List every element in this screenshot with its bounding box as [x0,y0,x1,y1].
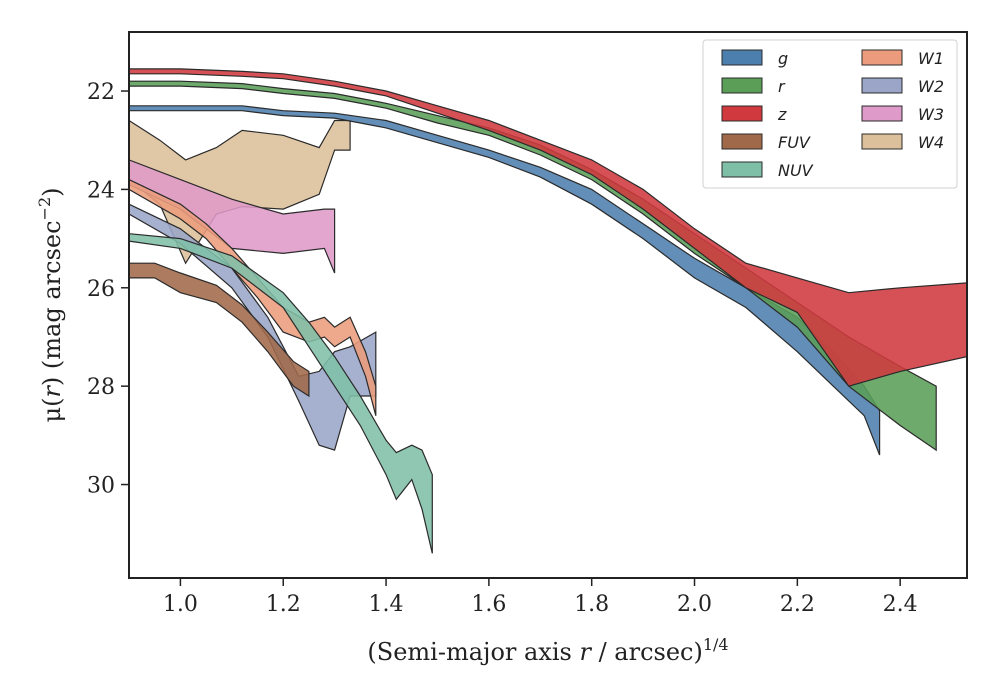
x-tick-label: 1.2 [266,592,301,617]
legend-label-w4: W4 [918,133,944,152]
legend-swatch-z [721,105,763,122]
y-axis-label: μ(r) (mag arcsec−2) [35,187,66,422]
y-tick-label: 30 [87,474,115,499]
x-axis-label: (Semi-major axis r / arcsec)1/4 [367,635,728,666]
legend-frame [702,39,958,189]
x-tick-label: 1.6 [471,592,506,617]
x-tick-label: 1.0 [163,592,198,617]
band-nuv [129,233,433,554]
band-w4 [129,119,351,265]
legend-swatch-r [721,77,763,94]
legend-label-w3: W3 [918,105,944,124]
legend-swatch-g [721,49,763,66]
legend-label-r: r [778,77,786,96]
legend-swatch-nuv [721,161,763,178]
x-axis: 1.0 1.2 1.4 1.6 1.8 2.0 2.2 2.4 [163,578,918,617]
legend-swatch-fuv [721,133,763,150]
legend-swatch-w3 [861,105,903,122]
y-tick-label: 28 [87,375,115,400]
x-tick-label: 1.8 [574,592,609,617]
legend-swatch-w4 [861,133,903,150]
legend-label-nuv: NUV [778,161,814,180]
series-bands [129,68,967,554]
y-tick-label: 26 [87,277,115,302]
legend-label-z: z [777,105,787,124]
band-g [129,105,881,456]
x-tick-label: 1.4 [369,592,404,617]
legend-swatch-w1 [861,49,903,66]
y-tick-label: 22 [87,80,115,105]
legend-label-w2: W2 [918,77,944,96]
legend-label-g: g [778,49,788,68]
band-r [129,80,937,452]
band-z [129,68,967,387]
x-tick-label: 2.2 [780,592,815,617]
x-tick-label: 2.0 [677,592,712,617]
legend: grz FUV NUV W1 W2 W3 W4 [702,39,958,189]
y-axis: 22 24 26 28 30 [87,80,129,499]
legend-swatch-w2 [861,77,903,94]
band-fuv [129,262,310,398]
y-tick-label: 24 [87,178,115,203]
x-tick-label: 2.4 [883,592,918,617]
legend-label-w1: W1 [918,49,944,68]
legend-label-fuv: FUV [778,133,811,152]
plot-frame [128,31,968,579]
